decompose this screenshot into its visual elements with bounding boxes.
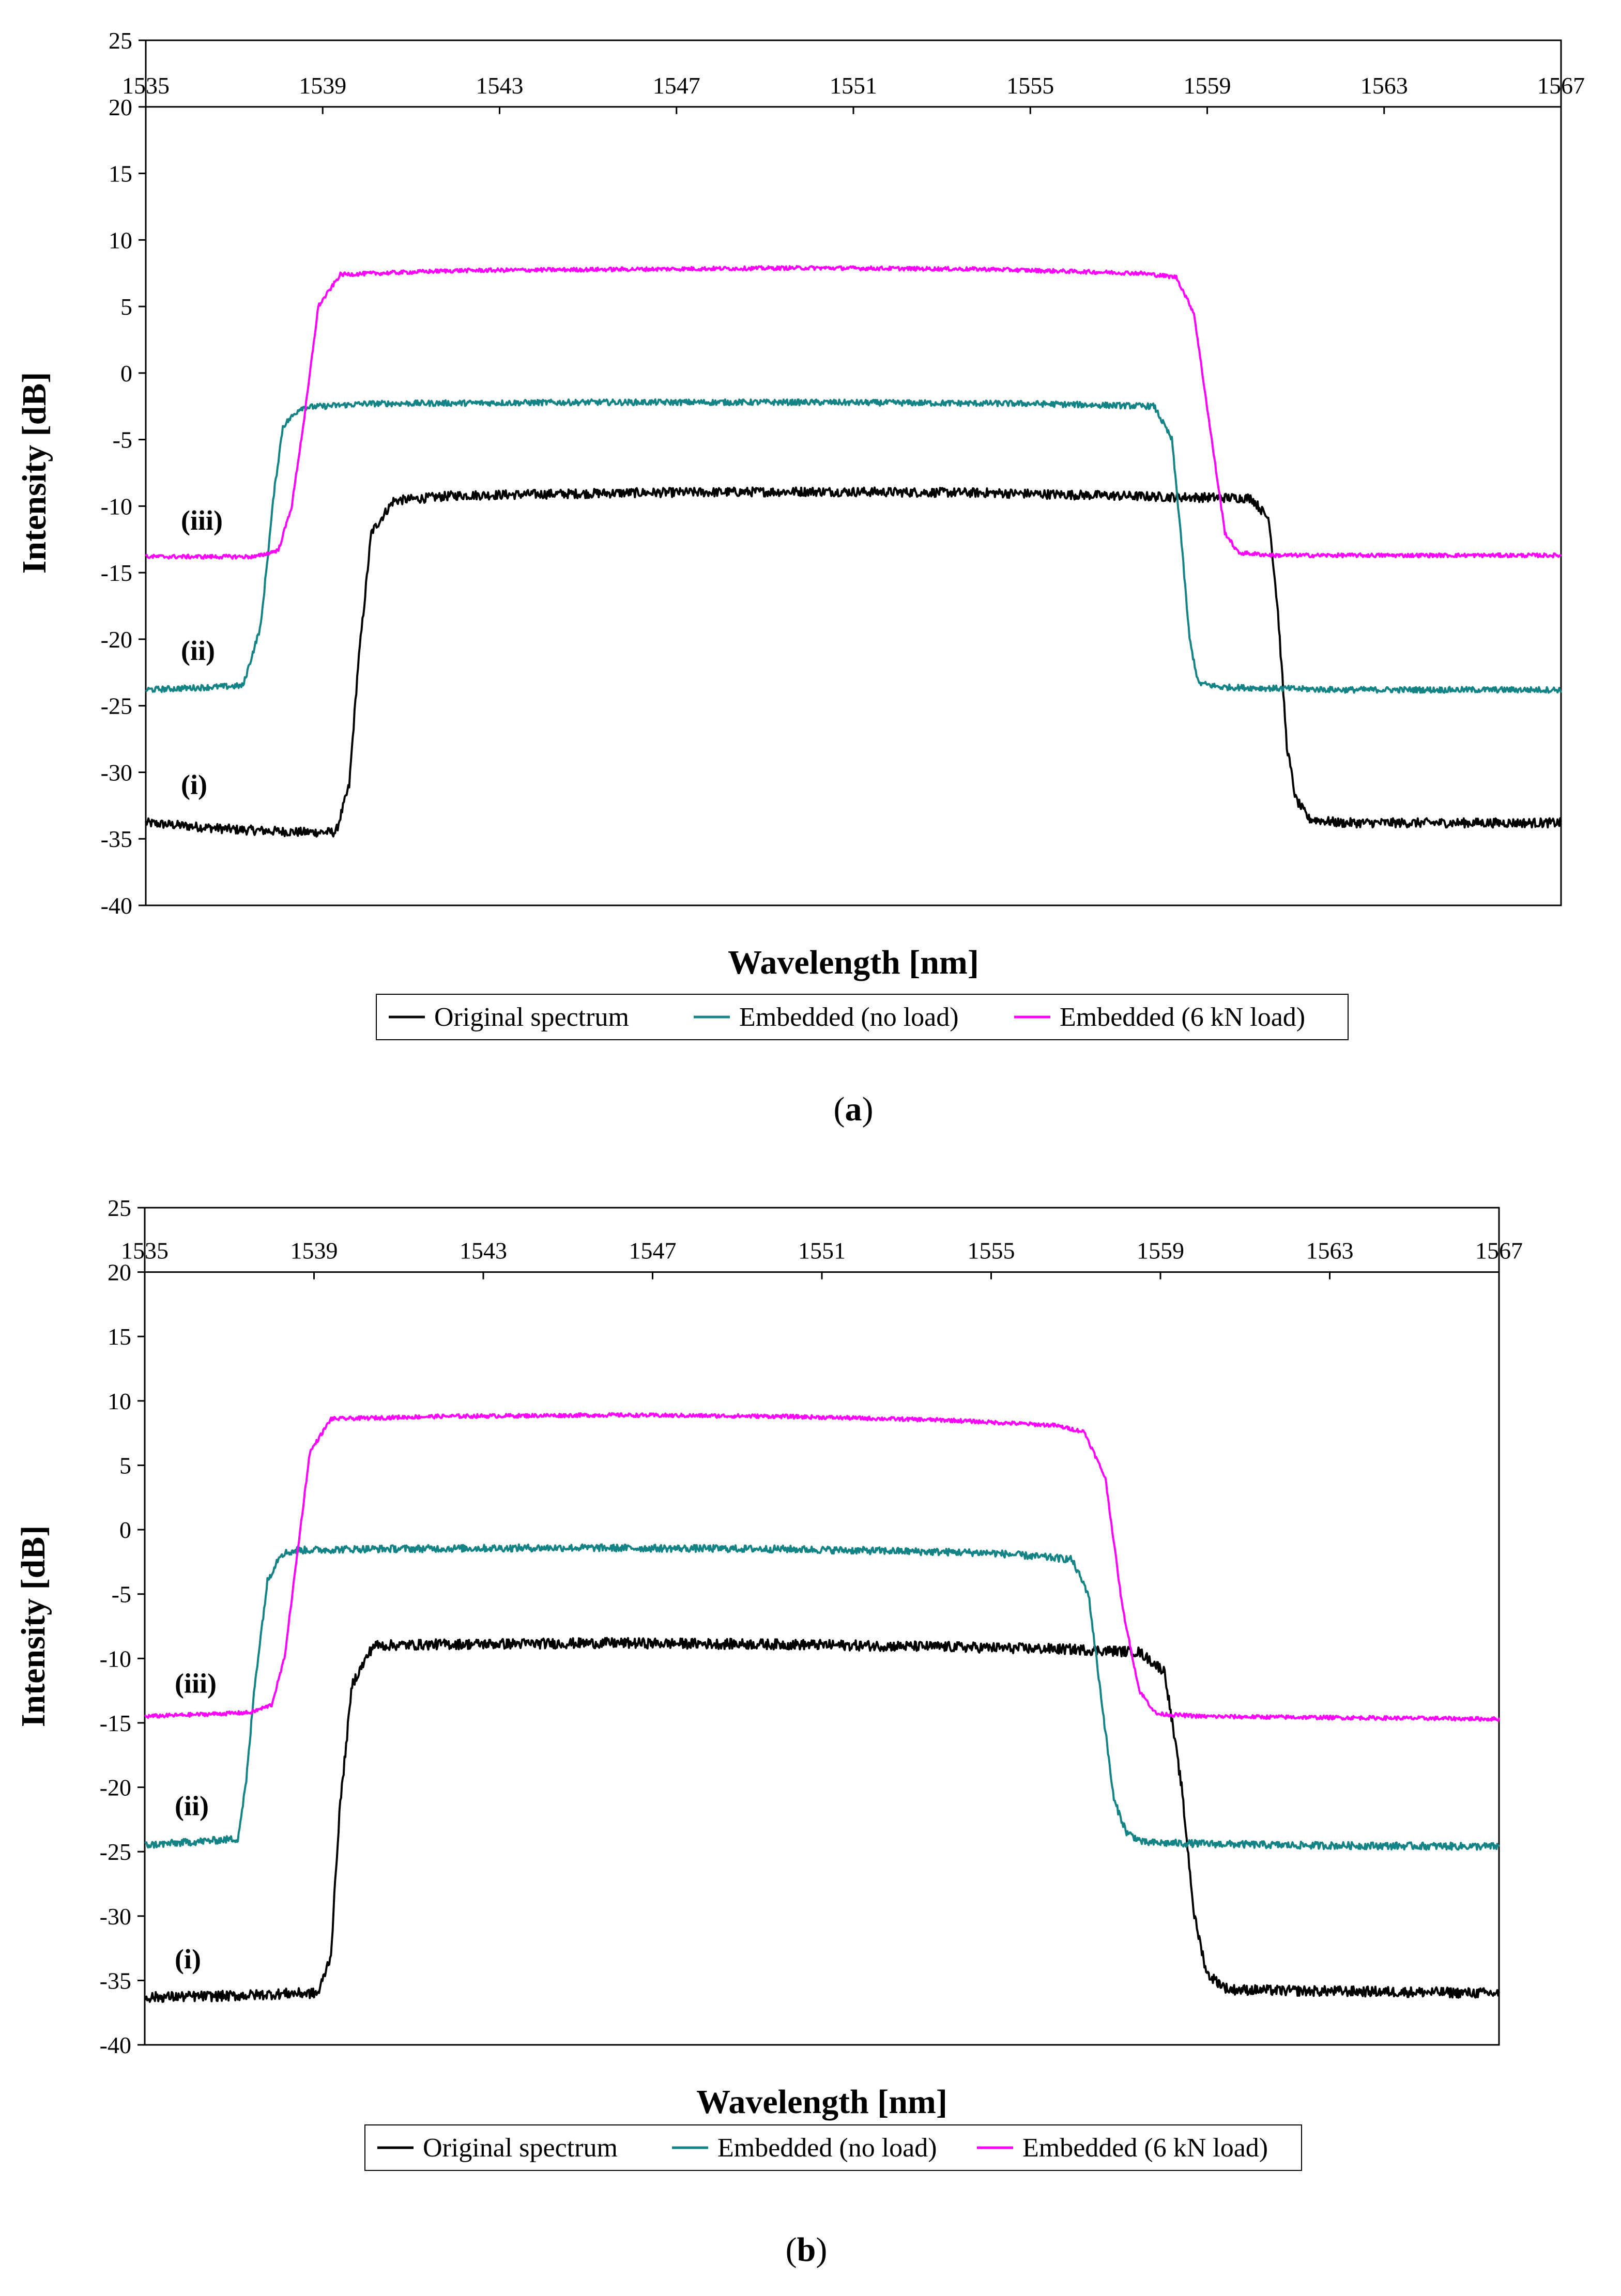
panel-label: (b)	[786, 2231, 828, 2269]
curve-label: (ii)	[175, 1791, 209, 1822]
x-axis-title: Wavelength [nm]	[728, 944, 979, 981]
y-tick-label: 15	[108, 1323, 131, 1350]
series-line-original-spectrum	[144, 1637, 1500, 2003]
legend-item-label: Embedded (no load)	[739, 1003, 959, 1032]
x-axis-title: Wavelength [nm]	[696, 2083, 947, 2121]
y-tick-label: -20	[101, 626, 132, 653]
panel-label-letter: b	[797, 2231, 816, 2269]
series-line-embedded-6-kn-load	[144, 1412, 1500, 1722]
y-tick-label: -10	[100, 1645, 131, 1672]
x-tick-label: 1543	[460, 1238, 507, 1264]
x-tick-label: 1543	[476, 72, 524, 99]
series-line-embedded-no-load	[145, 398, 1562, 694]
y-tick-label: -10	[101, 493, 132, 519]
x-tick-label: 1539	[299, 72, 346, 99]
x-tick-label: 1547	[629, 1238, 677, 1264]
x-tick-label: 1555	[1006, 72, 1054, 99]
y-axis-title: Intensity [dB]	[16, 372, 53, 574]
legend: Original spectrum Embedded (no load) Embed…	[376, 994, 1349, 1040]
x-tick-label: 1567	[1475, 1238, 1523, 1264]
x-tick-label: 1535	[122, 72, 170, 99]
y-tick-label: 0	[119, 1517, 131, 1543]
plot-area	[144, 1207, 1500, 2046]
y-tick-label: -25	[101, 693, 132, 719]
series-line-embedded-6-kn-load	[145, 265, 1562, 560]
x-tick-label: 1559	[1184, 72, 1231, 99]
y-tick-label: 15	[109, 161, 132, 187]
chart-panel-a: 25 20 15 10 5 0 -5 -10 -15 -20 -25 -30 -35 -40 1535 153…	[16, 27, 1585, 1128]
y-tick-label: 0	[120, 360, 132, 387]
legend-item-label: Embedded (6 kN load)	[1060, 1003, 1305, 1032]
y-tick-label: -40	[100, 2032, 131, 2058]
series-line-embedded-no-load	[144, 1543, 1500, 1851]
legend-box	[364, 2124, 1302, 2171]
series-line-original-spectrum	[145, 486, 1562, 838]
plot-area	[145, 39, 1562, 906]
chart-panel-b: 25 20 15 10 5 0 -5 -10 -15 -20 -25 -30 -35 -40 1535 153…	[14, 1195, 1523, 2269]
legend: Original spectrum Embedded (no load) Embed…	[364, 2124, 1302, 2171]
panel-label-letter: a	[845, 1090, 862, 1128]
y-tick-label: -40	[101, 892, 132, 919]
y-tick-label: -5	[113, 427, 132, 453]
y-tick-label: 5	[119, 1452, 131, 1478]
x-tick-label: 1535	[121, 1238, 169, 1264]
y-tick-label: -35	[101, 826, 132, 852]
curve-label: (iii)	[181, 505, 223, 536]
y-tick-label: 25	[108, 1195, 131, 1221]
x-tick-label: 1567	[1537, 72, 1585, 99]
y-tick-label: 20	[108, 1259, 131, 1286]
panel-label: (a)	[834, 1090, 874, 1128]
x-tick-label: 1559	[1137, 1238, 1184, 1264]
y-axis-title: Intensity [dB]	[14, 1525, 52, 1728]
x-tick-label: 1563	[1360, 72, 1408, 99]
legend-item-label: Original spectrum	[434, 1003, 629, 1032]
y-tick-label: 25	[109, 27, 132, 54]
y-tick-label: -35	[100, 1967, 131, 1994]
y-tick-label: 20	[109, 94, 132, 120]
x-tick-label: 1563	[1306, 1238, 1354, 1264]
y-tick-label: -5	[112, 1581, 131, 1608]
legend-item-label: Embedded (no load)	[717, 2133, 937, 2163]
x-tick-label: 1551	[830, 72, 877, 99]
x-tick-label: 1551	[798, 1238, 846, 1264]
y-tick-label: -15	[101, 560, 132, 586]
y-tick-label: -20	[100, 1775, 131, 1801]
y-tick-label: -30	[101, 759, 132, 785]
curve-label: (iii)	[175, 1668, 217, 1699]
curve-label: (ii)	[181, 635, 215, 666]
y-tick-label: -15	[100, 1710, 131, 1736]
legend-item-label: Embedded (6 kN load)	[1022, 2133, 1268, 2163]
x-tick-label: 1539	[290, 1238, 338, 1264]
y-tick-label: 5	[120, 294, 132, 320]
y-tick-label: -25	[100, 1839, 131, 1865]
x-tick-label: 1547	[653, 72, 700, 99]
y-tick-label: -30	[100, 1903, 131, 1930]
legend-item-label: Original spectrum	[423, 2133, 618, 2163]
x-tick-label: 1555	[968, 1238, 1015, 1264]
legend-box	[376, 994, 1349, 1040]
curve-label: (i)	[175, 1944, 201, 1975]
y-tick-label: 10	[108, 1388, 131, 1414]
curve-label: (i)	[181, 769, 207, 800]
y-tick-label: 10	[109, 227, 132, 253]
